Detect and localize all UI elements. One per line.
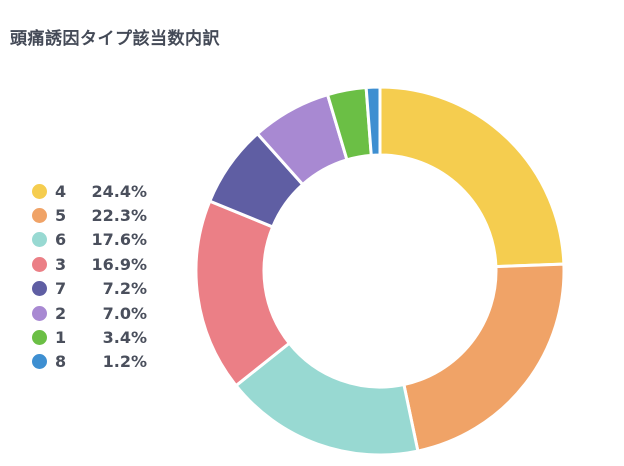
donut-slice-8 xyxy=(364,85,382,157)
legend-swatch xyxy=(32,354,47,370)
legend-category: 5 xyxy=(55,206,67,226)
legend-item: 1 3.4% xyxy=(32,325,172,349)
legend-percent: 16.9% xyxy=(91,254,147,274)
legend-item: 2 7.0% xyxy=(32,301,172,325)
legend-category: 6 xyxy=(55,230,67,250)
legend-percent: 22.3% xyxy=(91,206,147,226)
chart-legend: 4 24.4% 5 22.3% 6 17.6% 3 16.9% 7 7.2% 2… xyxy=(32,179,172,374)
legend-percent: 7.0% xyxy=(102,303,147,323)
legend-item: 7 7.2% xyxy=(32,277,172,301)
legend-swatch xyxy=(32,208,47,224)
legend-percent: 17.6% xyxy=(91,230,147,250)
legend-swatch xyxy=(32,256,47,272)
legend-item: 4 24.4% xyxy=(32,179,172,203)
legend-swatch xyxy=(32,305,47,321)
legend-category: 1 xyxy=(55,328,67,348)
legend-category: 4 xyxy=(55,181,67,201)
legend-category: 3 xyxy=(55,254,67,274)
legend-swatch xyxy=(32,281,47,297)
legend-percent: 3.4% xyxy=(102,328,147,348)
legend-swatch xyxy=(32,183,47,199)
legend-percent: 7.2% xyxy=(102,279,147,299)
legend-swatch xyxy=(32,232,47,248)
chart-title: 頭痛誘因タイプ該当数内訳 xyxy=(10,29,220,49)
legend-item: 5 22.3% xyxy=(32,203,172,227)
donut-slice-4 xyxy=(378,85,566,269)
legend-percent: 24.4% xyxy=(91,181,147,201)
legend-swatch xyxy=(32,330,47,346)
donut-slice-5 xyxy=(402,262,566,453)
legend-item: 3 16.9% xyxy=(32,252,172,276)
legend-item: 6 17.6% xyxy=(32,228,172,252)
legend-category: 8 xyxy=(55,352,67,372)
legend-item: 8 1.2% xyxy=(32,350,172,374)
legend-percent: 1.2% xyxy=(102,352,147,372)
legend-category: 7 xyxy=(55,279,67,299)
legend-category: 2 xyxy=(55,303,67,323)
